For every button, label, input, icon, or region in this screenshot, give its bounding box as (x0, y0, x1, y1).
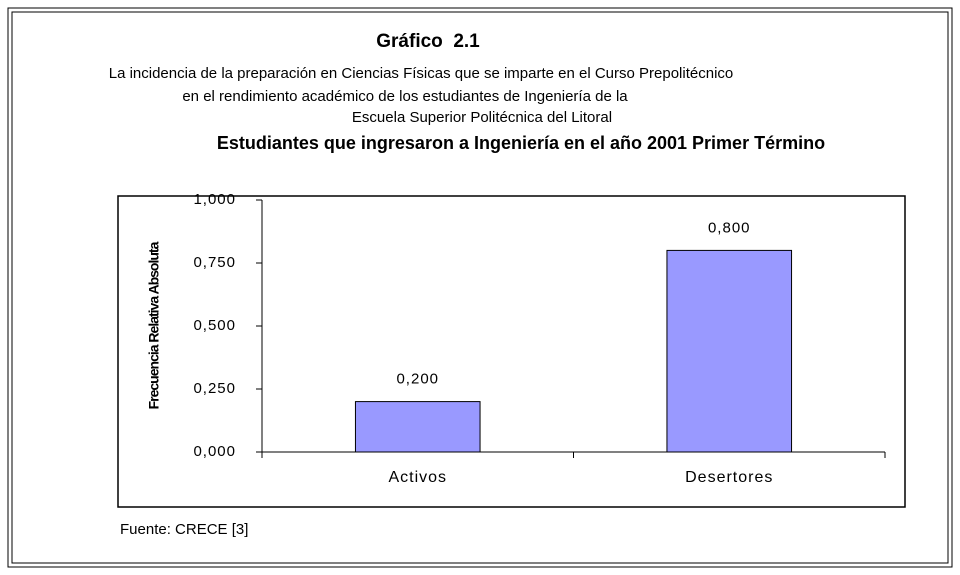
y-tick-label: 0,000 (193, 443, 236, 460)
y-tick-label: 0,750 (193, 254, 236, 271)
bar (354, 401, 481, 453)
y-tick-label: 0,500 (193, 317, 236, 334)
subtitle-line: en el rendimiento académico de los estud… (182, 88, 628, 105)
y-axis-label: Frecuencia Relativa Absoluta (146, 241, 162, 409)
chart-title: Estudiantes que ingresaron a Ingeniería … (217, 133, 825, 153)
inner-frame (11, 11, 949, 564)
x-tick-label: Activos (388, 469, 447, 486)
x-tick-label: Desertores (685, 469, 773, 486)
subtitle-line: La incidencia de la preparación en Cienc… (109, 65, 734, 82)
y-tick-label: 0,250 (193, 380, 236, 397)
figure-label: Gráfico 2.1 (376, 31, 480, 52)
y-tick-label: 1,000 (193, 191, 236, 208)
value-label: 0,200 (396, 371, 439, 388)
outer-frame (7, 7, 953, 568)
source-note: Fuente: CRECE [3] (120, 521, 248, 538)
subtitle-line: Escuela Superior Politécnica del Litoral (352, 109, 612, 126)
bar (666, 249, 793, 453)
value-label: 0,800 (708, 219, 751, 236)
